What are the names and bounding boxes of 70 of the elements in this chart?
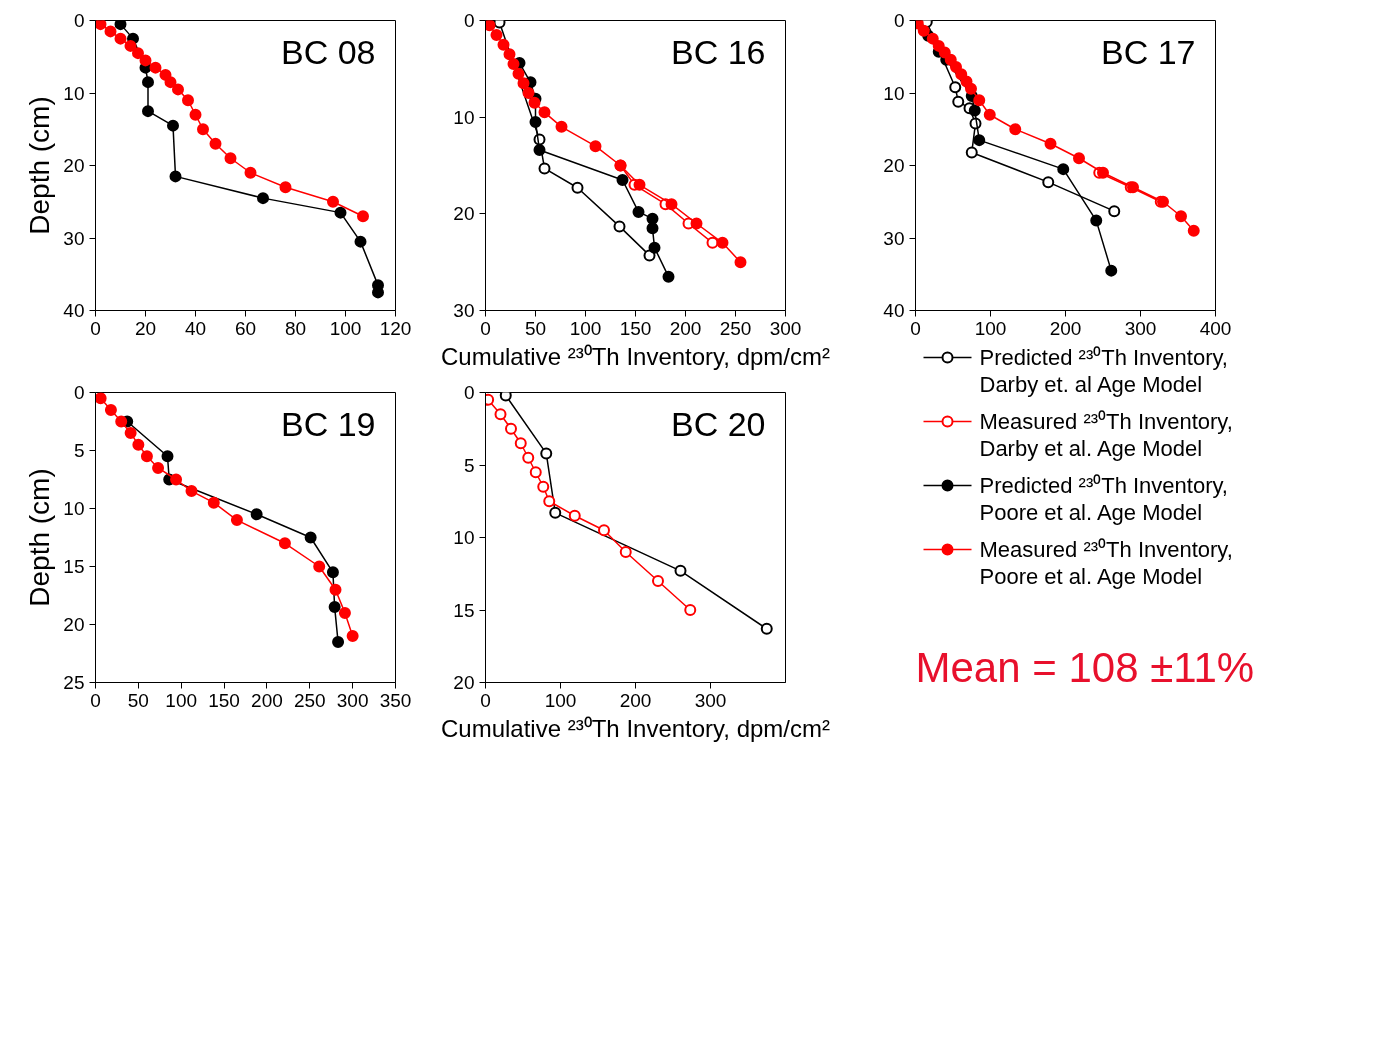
y-tick-label: 15 bbox=[453, 599, 475, 621]
y-tick-label: 10 bbox=[63, 82, 85, 104]
y-tick-label: 30 bbox=[63, 227, 85, 249]
x-tick-label: 300 bbox=[769, 317, 802, 339]
y-tick-label: 20 bbox=[453, 672, 475, 693]
y-tick-label: 5 bbox=[463, 454, 475, 476]
x-tick-label: 100 bbox=[569, 317, 602, 339]
y-tick-label: 20 bbox=[63, 614, 85, 635]
x-tick-label: 400 bbox=[1199, 317, 1232, 339]
x-tick-label: 100 bbox=[329, 317, 362, 339]
chart-title: BC 17 bbox=[1101, 32, 1196, 71]
x-tick-label: 0 bbox=[480, 317, 491, 339]
x-tick-label: 250 bbox=[719, 317, 752, 339]
y-tick-label: 0 bbox=[463, 10, 475, 31]
y-tick-label: 25 bbox=[63, 672, 85, 693]
x-tick-label: 0 bbox=[90, 317, 101, 339]
chart-title: BC 19 bbox=[281, 404, 376, 443]
y-tick-label: 20 bbox=[453, 203, 475, 225]
x-tick-label: 80 bbox=[284, 317, 307, 339]
x-tick-label: 0 bbox=[90, 689, 101, 711]
x-tick-label: 150 bbox=[208, 689, 240, 711]
x-tick-label: 50 bbox=[127, 689, 149, 711]
y-tick-label: 0 bbox=[463, 382, 475, 403]
x-tick-label: 300 bbox=[336, 689, 369, 711]
chart-title: BC 16 bbox=[671, 32, 766, 71]
x-axis-title: Cumulative ²³⁰Th Inventory, dpm/cm² bbox=[441, 714, 831, 742]
y-axis-title: Depth (cm) bbox=[24, 96, 56, 235]
y-tick-label: 5 bbox=[73, 440, 85, 461]
y-tick-label: 10 bbox=[453, 527, 475, 548]
y-tick-label: 10 bbox=[883, 82, 905, 104]
legend-label: Predicted ²³⁰Th Inventory, Poore et al. Age Model bbox=[979, 473, 1228, 525]
x-tick-label: 200 bbox=[251, 689, 283, 711]
legend-label: Predicted ²³⁰Th Inventory, Darby et. al Age Model bbox=[979, 345, 1228, 397]
x-tick-label: 150 bbox=[619, 317, 652, 339]
y-tick-label: 10 bbox=[453, 106, 475, 128]
y-tick-label: 20 bbox=[883, 155, 905, 176]
y-tick-label: 30 bbox=[883, 227, 905, 249]
x-tick-label: 0 bbox=[910, 317, 921, 339]
y-tick-label: 40 bbox=[883, 300, 905, 321]
y-tick-label: 20 bbox=[63, 155, 85, 176]
y-tick-label: 10 bbox=[63, 498, 85, 519]
x-tick-label: 100 bbox=[544, 689, 577, 711]
x-tick-label: 100 bbox=[974, 317, 1007, 339]
x-tick-label: 300 bbox=[694, 689, 727, 711]
x-tick-label: 100 bbox=[165, 689, 198, 711]
legend-label: Measured ²³⁰Th Inventory, Poore et al. Age Model bbox=[979, 537, 1233, 589]
y-tick-label: 0 bbox=[73, 10, 85, 31]
x-tick-label: 20 bbox=[134, 317, 157, 339]
x-tick-label: 300 bbox=[1124, 317, 1157, 339]
text: Mean = 108 ±11% bbox=[915, 644, 1255, 691]
y-tick-label: 0 bbox=[73, 382, 85, 403]
x-tick-label: 250 bbox=[293, 689, 326, 711]
legend-label: Measured ²³⁰Th Inventory, Darby et al. Age Model bbox=[979, 409, 1233, 461]
y-axis-title: Depth (cm) bbox=[24, 468, 56, 607]
x-tick-label: 120 bbox=[379, 317, 412, 339]
y-tick-label: 0 bbox=[893, 10, 905, 31]
y-tick-label: 30 bbox=[453, 300, 475, 321]
x-tick-label: 0 bbox=[480, 689, 491, 711]
x-tick-label: 50 bbox=[524, 317, 547, 339]
x-axis-title: Cumulative ²³⁰Th Inventory, dpm/cm² bbox=[441, 342, 831, 370]
x-tick-label: 40 bbox=[184, 317, 207, 339]
x-tick-label: 200 bbox=[619, 689, 652, 711]
x-tick-label: 200 bbox=[1049, 317, 1082, 339]
chart-title: BC 08 bbox=[281, 32, 376, 71]
x-tick-label: 350 bbox=[379, 689, 412, 711]
x-tick-label: 200 bbox=[669, 317, 702, 339]
chart-title: BC 20 bbox=[671, 404, 766, 443]
y-tick-label: 15 bbox=[63, 556, 85, 577]
x-tick-label: 60 bbox=[234, 317, 257, 339]
y-tick-label: 40 bbox=[63, 300, 85, 321]
